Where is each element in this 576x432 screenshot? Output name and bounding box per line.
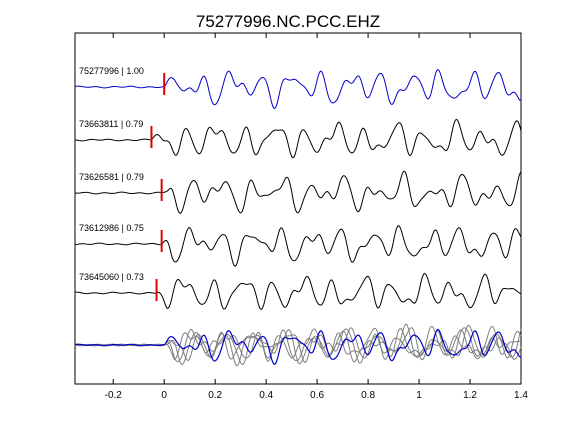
- x-axis: -0.2 0 0.2 0.4 0.6 0.8 1 1.2 1.4: [105, 33, 528, 401]
- trace-line-73663811: [74, 118, 522, 159]
- plot-frame: [74, 32, 522, 385]
- trace-line-73626581: [74, 170, 522, 214]
- chart-title: 75277996.NC.PCC.EHZ: [196, 12, 380, 31]
- trace-line-73612986: [74, 225, 522, 267]
- traces-layer: [74, 69, 522, 310]
- x-tick-label: 1.2: [463, 390, 477, 401]
- trace-label-73626581: 73626581 | 0.79: [79, 172, 144, 182]
- trace-label-73612986: 73612986 | 0.75: [79, 223, 144, 233]
- labels-layer: 75277996 | 1.00 73663811 | 0.79 73626581 |…: [79, 66, 144, 282]
- x-tick-label: 0.2: [208, 390, 222, 401]
- trace-label-75277996: 75277996 | 1.00: [79, 66, 144, 76]
- overlay-layer: [74, 323, 522, 367]
- x-tick-label: 1.4: [514, 390, 528, 401]
- trace-line-75277996: [74, 69, 522, 110]
- x-tick-label: -0.2: [105, 390, 123, 401]
- x-tick-label: 0.4: [259, 390, 273, 401]
- x-tick-label: 0.6: [310, 390, 324, 401]
- x-tick-label: 1: [416, 390, 422, 401]
- trace-line-73645060: [74, 272, 522, 310]
- x-tick-label: 0.8: [361, 390, 375, 401]
- overlay-trace-73626581: [74, 323, 522, 366]
- picks-layer: [150, 73, 166, 301]
- trace-label-73663811: 73663811 | 0.79: [79, 119, 143, 129]
- overlay-trace-75277996: [74, 328, 522, 366]
- trace-label-73645060: 73645060 | 0.73: [79, 272, 144, 282]
- x-tick-label: 0: [161, 390, 167, 401]
